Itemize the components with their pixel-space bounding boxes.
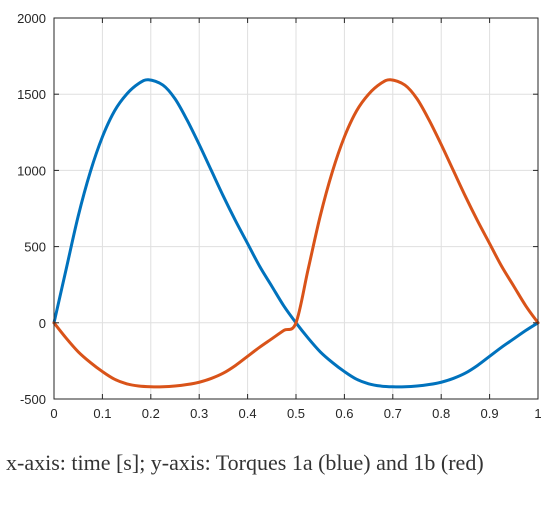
x-axis-ticks: 0 0.1 0.2 0.3 0.4 0.5 0.6 0.7 0.8 0.9 1 bbox=[50, 18, 542, 421]
y-tick-label: 0 bbox=[39, 316, 46, 331]
x-tick-label: 0.2 bbox=[142, 406, 160, 421]
x-tick-label: 0.1 bbox=[93, 406, 111, 421]
y-tick-label: 1500 bbox=[17, 87, 46, 102]
series-line-2 bbox=[52, 78, 540, 389]
x-tick-label: 0.5 bbox=[287, 406, 305, 421]
figure-caption: x-axis: time [s]; y-axis: Torques 1a (bl… bbox=[6, 450, 484, 475]
x-tick-label: 1 bbox=[534, 406, 541, 421]
y-tick-label: -500 bbox=[20, 392, 46, 407]
y-tick-label: 500 bbox=[24, 240, 46, 255]
x-tick-label: 0.6 bbox=[335, 406, 353, 421]
series-lines bbox=[52, 78, 540, 389]
x-tick-label: 0.7 bbox=[384, 406, 402, 421]
x-tick-label: 0.3 bbox=[190, 406, 208, 421]
y-tick-label: 2000 bbox=[17, 11, 46, 26]
x-tick-label: 0.8 bbox=[432, 406, 450, 421]
chart-grid bbox=[53, 17, 539, 400]
x-tick-label: 0.9 bbox=[481, 406, 499, 421]
x-tick-label: 0 bbox=[50, 406, 57, 421]
y-axis-ticks: -500 0 500 1000 1500 2000 bbox=[17, 11, 538, 407]
x-tick-label: 0.4 bbox=[239, 406, 257, 421]
y-tick-label: 1000 bbox=[17, 163, 46, 178]
line-chart: 0 0.1 0.2 0.3 0.4 0.5 0.6 0.7 0.8 0.9 1 -500 0 500 10… bbox=[17, 11, 542, 421]
